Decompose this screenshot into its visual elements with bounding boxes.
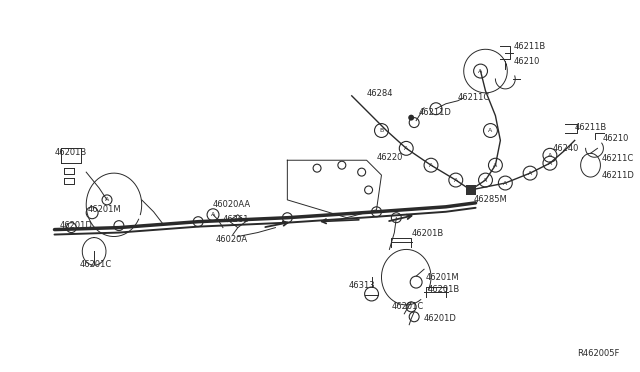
Circle shape [408, 115, 414, 121]
Text: 46220: 46220 [376, 153, 403, 162]
Text: A: A [483, 177, 488, 183]
Text: 46211D: 46211D [602, 171, 634, 180]
Text: A: A [493, 163, 497, 168]
Text: 46240: 46240 [553, 144, 579, 153]
Text: 46211C: 46211C [458, 93, 490, 102]
Text: B: B [380, 128, 383, 133]
Text: 46201C: 46201C [392, 302, 424, 311]
Text: 46201C: 46201C [79, 260, 111, 269]
Text: A: A [404, 146, 408, 151]
Text: 46261: 46261 [223, 215, 250, 224]
Text: 46211B: 46211B [513, 42, 545, 51]
Text: 46201D: 46201D [424, 314, 457, 323]
Text: A: A [105, 198, 109, 202]
Bar [466, 185, 476, 195]
Text: 46313: 46313 [349, 280, 376, 289]
Text: 46211C: 46211C [602, 154, 634, 163]
Text: 46020A: 46020A [216, 235, 248, 244]
Text: 46201B: 46201B [428, 285, 460, 294]
Text: A: A [211, 212, 215, 217]
Text: 46201M: 46201M [426, 273, 460, 282]
Text: 46285M: 46285M [474, 195, 508, 204]
Text: A: A [503, 180, 508, 186]
Text: 46210: 46210 [602, 134, 629, 143]
Text: 46211D: 46211D [418, 108, 451, 117]
Text: 46284: 46284 [367, 89, 393, 98]
Text: 46201B: 46201B [411, 229, 444, 238]
Text: A: A [548, 153, 552, 158]
Text: 46201B: 46201B [54, 148, 87, 157]
Text: A: A [454, 177, 458, 183]
Text: 46201D: 46201D [60, 221, 92, 230]
Text: 46210: 46210 [513, 57, 540, 65]
Text: A: A [528, 171, 532, 176]
Text: 46211B: 46211B [575, 123, 607, 132]
Text: 46201M: 46201M [87, 205, 121, 214]
Text: A: A [479, 68, 483, 74]
Text: A: A [429, 163, 433, 168]
Text: A: A [548, 161, 552, 166]
Text: A: A [488, 128, 493, 133]
Text: 46020AA: 46020AA [213, 201, 251, 209]
Text: R462005F: R462005F [577, 349, 620, 358]
